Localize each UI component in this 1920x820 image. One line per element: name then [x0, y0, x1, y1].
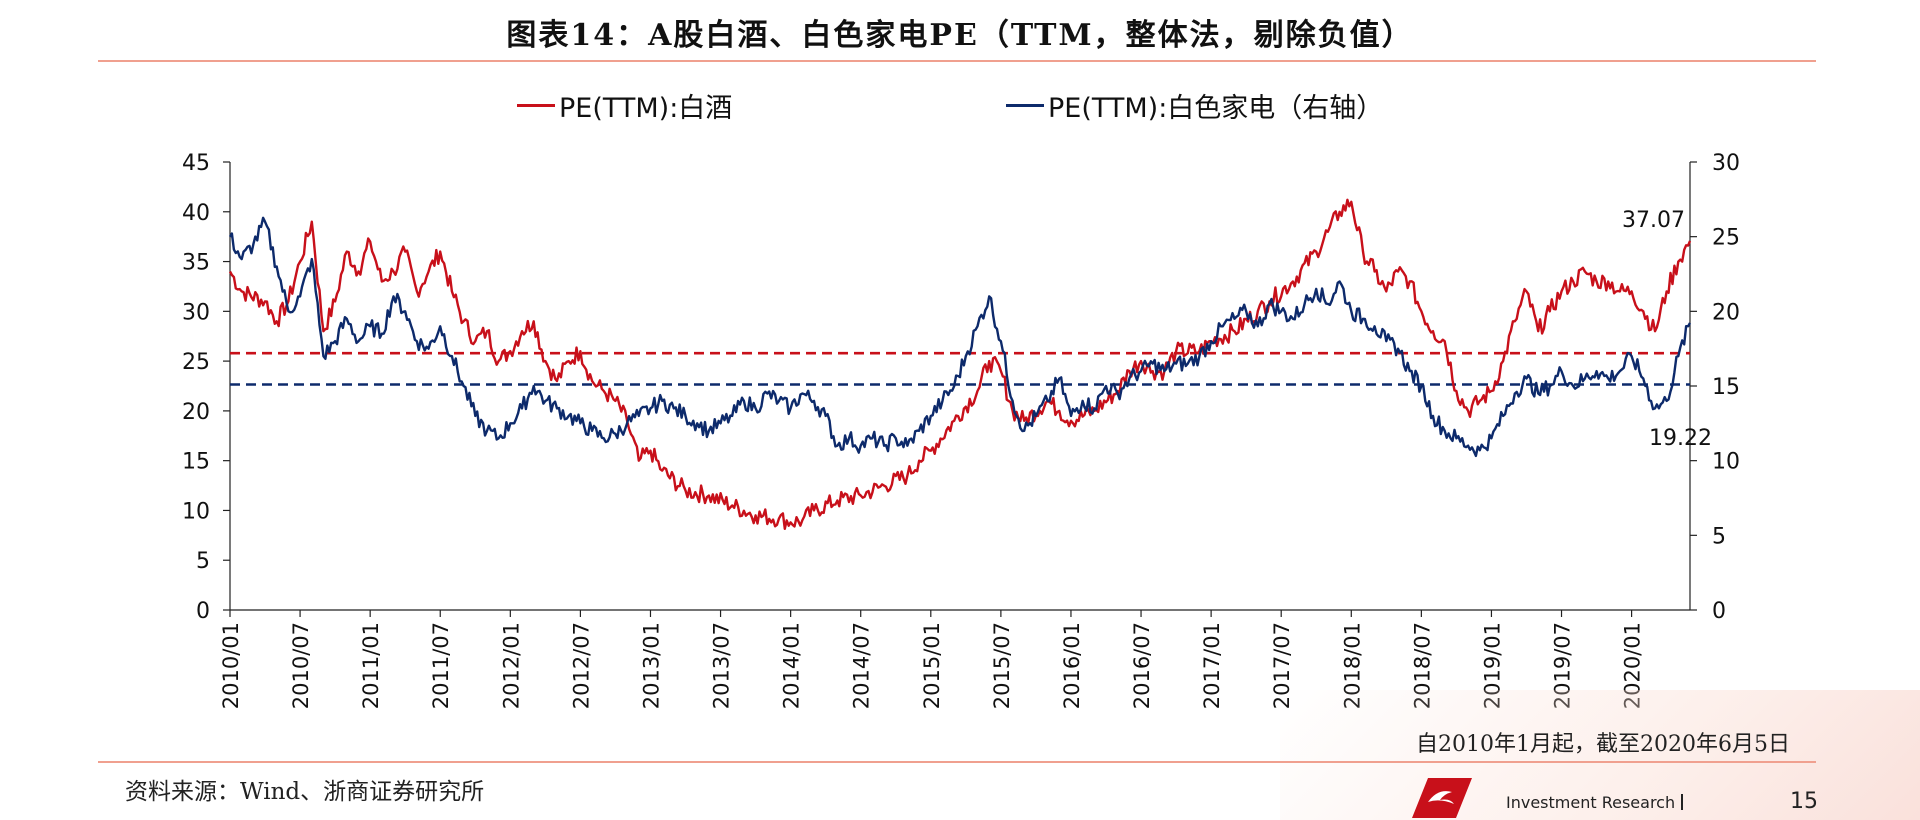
x-tick-label: 2016/01: [1060, 622, 1084, 709]
y-left-tick-label: 10: [182, 499, 210, 524]
legend-appliance-label: PE(TTM):白色家电（右轴）: [1048, 93, 1384, 124]
source-text: 资料来源：Wind、浙商证券研究所: [125, 779, 485, 805]
legend-appliance: PE(TTM):白色家电（右轴）: [1006, 86, 1383, 125]
chart-title: 图表14：A股白酒、白色家电PE（TTM，整体法，剔除负值）: [506, 18, 1414, 53]
y-left-tick-label: 45: [182, 151, 210, 176]
y-right-tick-label: 20: [1712, 300, 1740, 325]
y-left-tick-label: 30: [182, 300, 210, 325]
x-tick-label: 2013/07: [710, 622, 734, 709]
x-tick-label: 2010/07: [289, 622, 313, 709]
y-left-tick-label: 5: [196, 549, 210, 574]
x-tick-label: 2014/07: [850, 622, 874, 709]
legend-liquor-label: PE(TTM):白酒: [559, 93, 733, 124]
x-tick-label: 2016/07: [1130, 622, 1154, 709]
x-tick-label: 2017/01: [1200, 622, 1224, 709]
legend-liquor-swatch: [517, 104, 555, 107]
title-rule: [98, 60, 1816, 62]
y-left-tick-label: 35: [182, 251, 210, 276]
y-left-tick-label: 25: [182, 350, 210, 375]
y-left-tick-label: 20: [182, 400, 210, 425]
y-left-tick-label: 0: [196, 599, 210, 624]
y-right-tick-label: 30: [1712, 151, 1740, 176]
y-right-tick-label: 25: [1712, 226, 1740, 251]
x-tick-label: 2010/01: [219, 622, 243, 709]
x-tick-label: 2015/01: [920, 622, 944, 709]
brand-text: Investment Research: [1506, 793, 1676, 812]
company-logo-icon: [1412, 778, 1472, 818]
x-tick-label: 2011/07: [429, 622, 453, 709]
y-left-tick-label: 40: [182, 201, 210, 226]
x-tick-label: 2013/01: [639, 622, 663, 709]
x-tick-label: 2012/01: [499, 622, 523, 709]
footer-decoration: [1280, 690, 1920, 820]
x-tick-label: 2012/07: [569, 622, 593, 709]
appliance-end-label: 19.22: [1649, 426, 1712, 451]
appliance-pe-line: [228, 216, 1692, 458]
footer-rule: [98, 761, 1816, 763]
x-tick-label: 2014/01: [780, 622, 804, 709]
y-left-tick-label: 15: [182, 450, 210, 475]
legend-appliance-swatch: [1006, 104, 1044, 107]
liquor-pe-line: [228, 198, 1692, 530]
pe-line-chart: 0 5 10 15 20 25 30 35 40 45 0 5 10 15 20 25 30 2010/01 201…: [182, 151, 1740, 709]
y-right-tick-label: 5: [1712, 524, 1726, 549]
y-right-tick-label: 15: [1712, 375, 1740, 400]
liquor-end-label: 37.07: [1622, 208, 1685, 233]
page-number: 15: [1790, 789, 1818, 814]
date-range-note: 自2010年1月起，截至2020年6月5日: [1416, 732, 1790, 757]
y-right-tick-label: 10: [1712, 450, 1740, 475]
footer-separator: [1681, 794, 1683, 810]
legend-liquor: PE(TTM):白酒: [517, 86, 732, 125]
x-tick-label: 2015/07: [990, 622, 1014, 709]
x-tick-label: 2011/01: [359, 622, 383, 709]
y-right-tick-label: 0: [1712, 599, 1726, 624]
